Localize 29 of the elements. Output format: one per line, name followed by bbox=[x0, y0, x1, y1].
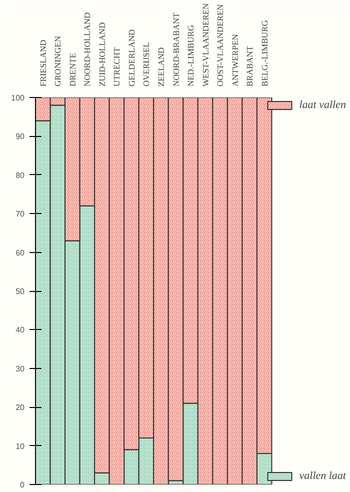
y-tick-label: 60 bbox=[16, 248, 26, 258]
x-tick-label: ANTWERPEN bbox=[230, 34, 240, 86]
x-tick-label: GELDERLAND bbox=[126, 29, 136, 86]
y-tick-label: 10 bbox=[16, 442, 26, 451]
legend-label: vallen laat bbox=[299, 470, 346, 482]
y-tick-label: 80 bbox=[16, 170, 26, 180]
y-tick-label: 0 bbox=[20, 480, 26, 490]
x-tick-label: GRONINGEN bbox=[52, 36, 63, 86]
x-tick-label: OVERIJSEL bbox=[141, 42, 152, 86]
x-tick-label: BRABANT bbox=[244, 45, 255, 86]
x-tick-label: NOORD-HOLLAND bbox=[82, 12, 92, 86]
y-tick-label: 30 bbox=[16, 364, 26, 374]
legend-label: laat vallen bbox=[299, 99, 346, 111]
x-tick-label: UTRECHT bbox=[112, 46, 122, 86]
y-tick-label: 20 bbox=[16, 403, 26, 412]
x-tick-label: ZUID-HOLLAND bbox=[96, 22, 107, 86]
x-tick-label: NED.-LIMBURG bbox=[186, 24, 196, 86]
x-tick-label: WEST-VLAANDEREN bbox=[200, 3, 210, 86]
y-tick-label: 70 bbox=[16, 210, 26, 219]
x-tick-label: DRENTE bbox=[67, 52, 78, 86]
x-tick-label: BELG.-LIMBURG bbox=[259, 20, 270, 86]
x-tick-label: OOST-VLAANDEREN bbox=[215, 4, 226, 86]
x-tick-label: NOORD-BRABANT bbox=[170, 12, 181, 86]
x-tick-label: ZEELAND bbox=[156, 47, 166, 86]
y-tick-label: 90 bbox=[16, 132, 26, 142]
y-tick-label: 100 bbox=[11, 94, 26, 102]
y-tick-label: 40 bbox=[16, 326, 26, 335]
y-tick-label: 50 bbox=[16, 287, 26, 296]
x-tick-label: FRIESLAND bbox=[38, 40, 48, 86]
